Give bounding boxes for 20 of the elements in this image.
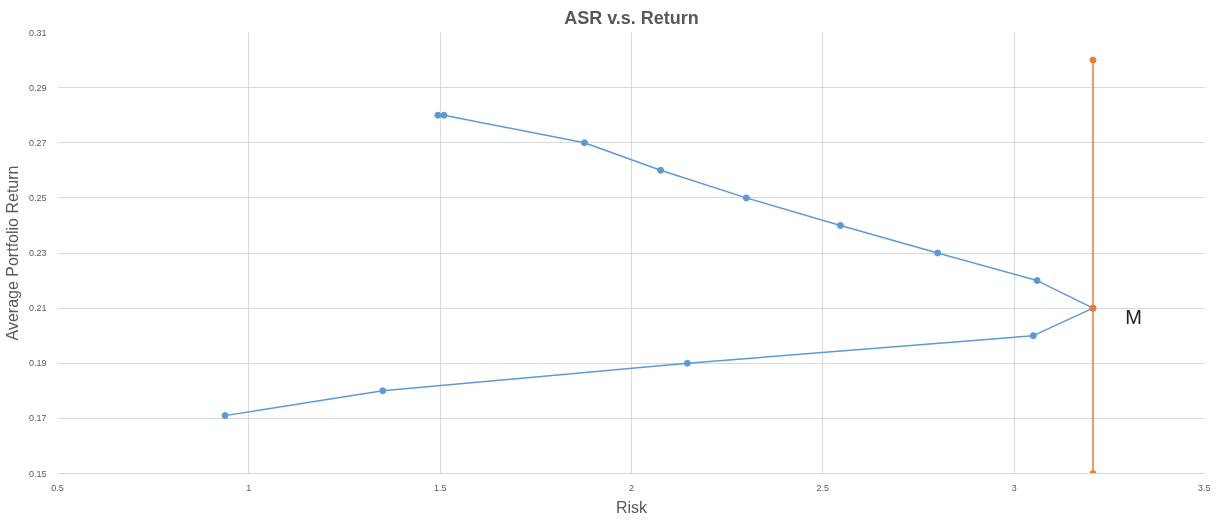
y-tick-label: 0.23 (28, 248, 47, 258)
y-tick-label: 0.25 (28, 192, 47, 203)
x-tick-label: 3 (1011, 482, 1017, 493)
x-axis-title: Risk (615, 498, 649, 516)
x-tick-label: 3.5 (1197, 482, 1211, 493)
y-tick-label: 0.17 (28, 413, 47, 424)
y-tick-label: 0.19 (28, 358, 47, 369)
chart-title: ASR v.s. Return (564, 7, 699, 28)
x-tick-label: 2.5 (816, 482, 830, 493)
y-tick-label: 0.29 (28, 82, 47, 93)
y-axis-title: Average Portfolio Return (3, 165, 21, 341)
y-tick-label: 0.15 (28, 468, 47, 479)
x-tick-label: 0.5 (51, 482, 64, 493)
y-tick-label: 0.21 (28, 303, 47, 314)
y-tick-label: 0.31 (28, 27, 47, 38)
x-tick-label: 1.5 (433, 482, 447, 493)
y-tick-label: 0.27 (28, 137, 47, 148)
x-tick-label: 2 (629, 482, 635, 493)
x-tick-label: 1 (246, 482, 252, 493)
annotation: M (1125, 305, 1142, 328)
